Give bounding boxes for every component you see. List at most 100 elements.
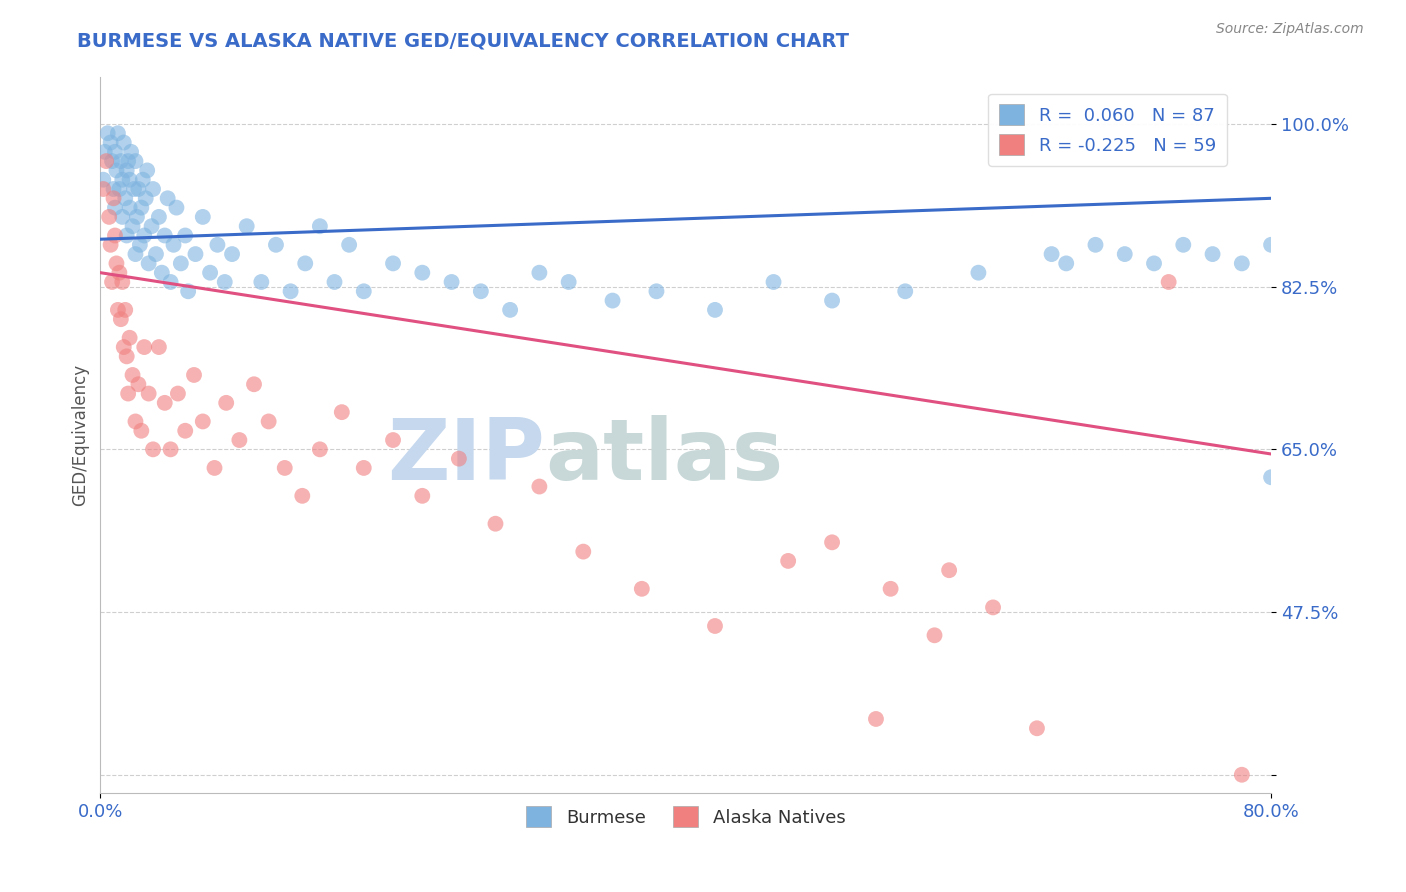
Point	[221, 247, 243, 261]
Point	[111, 172, 134, 186]
Point	[111, 275, 134, 289]
Point	[243, 377, 266, 392]
Point	[100, 237, 122, 252]
Point	[762, 275, 785, 289]
Point	[484, 516, 506, 531]
Point	[174, 424, 197, 438]
Point	[100, 136, 122, 150]
Point	[107, 126, 129, 140]
Point	[924, 628, 946, 642]
Point	[96, 154, 118, 169]
Point	[894, 285, 917, 299]
Point	[148, 340, 170, 354]
Point	[309, 219, 332, 234]
Point	[118, 331, 141, 345]
Point	[124, 154, 146, 169]
Point	[97, 126, 120, 140]
Point	[250, 275, 273, 289]
Point	[183, 368, 205, 382]
Point	[557, 275, 579, 289]
Point	[191, 414, 214, 428]
Point	[110, 154, 132, 169]
Text: atlas: atlas	[546, 416, 783, 499]
Point	[91, 182, 114, 196]
Point	[228, 433, 250, 447]
Point	[704, 619, 727, 633]
Point	[131, 201, 153, 215]
Point	[122, 182, 145, 196]
Point	[1143, 256, 1166, 270]
Point	[382, 256, 405, 270]
Point	[105, 163, 128, 178]
Point	[121, 368, 143, 382]
Point	[118, 201, 141, 215]
Point	[353, 285, 375, 299]
Point	[981, 600, 1004, 615]
Point	[150, 266, 173, 280]
Point	[153, 396, 176, 410]
Point	[207, 237, 229, 252]
Point	[128, 237, 150, 252]
Point	[529, 479, 551, 493]
Point	[1230, 256, 1253, 270]
Point	[382, 433, 405, 447]
Point	[134, 228, 156, 243]
Point	[124, 414, 146, 428]
Point	[440, 275, 463, 289]
Point	[1260, 237, 1282, 252]
Point	[159, 442, 181, 457]
Point	[353, 461, 375, 475]
Point	[103, 191, 125, 205]
Point	[257, 414, 280, 428]
Text: Source: ZipAtlas.com: Source: ZipAtlas.com	[1216, 22, 1364, 37]
Point	[645, 285, 668, 299]
Point	[704, 302, 727, 317]
Point	[104, 228, 127, 243]
Point	[105, 256, 128, 270]
Legend: Burmese, Alaska Natives: Burmese, Alaska Natives	[519, 799, 852, 834]
Point	[280, 285, 302, 299]
Point	[602, 293, 624, 308]
Point	[115, 350, 138, 364]
Text: ZIP: ZIP	[388, 416, 546, 499]
Point	[145, 247, 167, 261]
Point	[138, 256, 160, 270]
Point	[411, 266, 433, 280]
Point	[114, 191, 136, 205]
Point	[110, 312, 132, 326]
Point	[447, 451, 470, 466]
Point	[1260, 470, 1282, 484]
Point	[118, 172, 141, 186]
Point	[104, 201, 127, 215]
Point	[98, 210, 121, 224]
Point	[162, 237, 184, 252]
Point	[132, 172, 155, 186]
Point	[93, 145, 115, 159]
Point	[127, 182, 149, 196]
Point	[291, 489, 314, 503]
Point	[121, 219, 143, 234]
Point	[204, 461, 226, 475]
Point	[1084, 237, 1107, 252]
Point	[142, 182, 165, 196]
Y-axis label: GED/Equivalency: GED/Equivalency	[72, 364, 89, 507]
Point	[148, 210, 170, 224]
Point	[294, 256, 316, 270]
Point	[1230, 768, 1253, 782]
Point	[411, 489, 433, 503]
Point	[167, 386, 190, 401]
Point	[120, 145, 142, 159]
Point	[135, 191, 157, 205]
Point	[117, 386, 139, 401]
Point	[1201, 247, 1223, 261]
Point	[170, 256, 193, 270]
Point	[112, 136, 135, 150]
Point	[821, 535, 844, 549]
Point	[117, 154, 139, 169]
Point	[235, 219, 257, 234]
Text: BURMESE VS ALASKA NATIVE GED/EQUIVALENCY CORRELATION CHART: BURMESE VS ALASKA NATIVE GED/EQUIVALENCY…	[77, 31, 849, 50]
Point	[1114, 247, 1136, 261]
Point	[264, 237, 287, 252]
Point	[141, 219, 163, 234]
Point	[142, 442, 165, 457]
